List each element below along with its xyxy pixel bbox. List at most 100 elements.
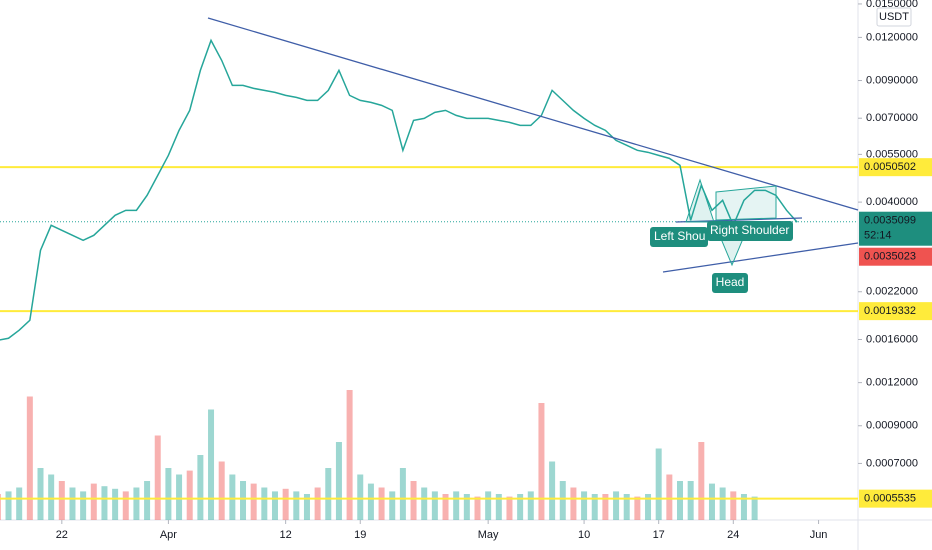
volume-bar [559,481,566,520]
volume-bar [474,496,481,520]
x-tick-label: 10 [578,529,590,541]
y-tick-label: 0.0120000 [866,31,918,43]
volume-bar [144,481,151,520]
volume-bar [549,461,556,520]
currency-box [876,7,912,27]
volume-bar [325,468,332,520]
volume-bar [335,442,342,520]
prev-close-label: 0.0035023 [864,251,916,263]
volume-bar [48,474,55,520]
annotation-box [650,227,708,247]
level-label: 0.0050502 [864,161,916,173]
left-shoulder-shape [685,178,715,223]
neckline [675,217,803,223]
volume-bar [719,487,726,520]
volume-bar [186,470,193,520]
volume-bar [101,486,108,520]
volume-bar [367,483,374,520]
volume-bar [240,481,247,520]
volume-bar [506,496,513,520]
y-tick-label: 0.0040000 [866,196,918,208]
x-tick-label: 24 [727,529,739,541]
volume-bar [346,390,353,520]
annotation-box [707,221,793,241]
volume-bar [271,491,278,520]
volume-bar [303,494,310,520]
volume-bar [5,491,12,520]
x-tick-label: 19 [354,529,366,541]
volume-bar [655,448,662,520]
y-tick-label: 0.0009000 [866,420,918,432]
volume-bar [261,487,268,520]
volume-bar [250,483,257,520]
volume-bar [740,494,747,520]
volume-bar [645,494,652,520]
volume-bar [378,487,385,520]
volume-bar [613,491,620,520]
volume-bar [453,491,460,520]
volume-bar [708,483,715,520]
volume-bar [26,396,33,520]
volume-bar [16,487,23,520]
volume-bar [122,491,129,520]
y-tick-label: 0.0055000 [866,148,918,160]
countdown: 52:14 [864,230,892,242]
level-tag [859,158,932,177]
volume-bar [80,491,87,520]
volume-bar [58,481,65,520]
price-line [0,38,798,341]
currency: USDT [879,11,909,23]
volume-bar [538,403,545,520]
annotation: Left Shou [654,229,705,243]
last-price-label: 0.0035099 [864,215,916,227]
volume-bar [570,487,577,520]
x-tick-label: May [478,529,499,541]
volume-bar [208,409,215,520]
volume-bar [176,474,183,520]
x-tick-label: 22 [56,529,68,541]
y-tick-label: 0.0007000 [866,457,918,469]
volume-bar [197,455,204,520]
volume-bar [37,468,44,520]
y-tick-label: 0.0150000 [866,0,918,10]
annotation: Right Shoulder [710,223,789,237]
volume-bar [463,494,470,520]
volume-bar [517,494,524,520]
volume-bar [357,474,364,520]
volume-bar [687,481,694,520]
level-tag [859,489,932,508]
y-tick-label: 0.0012000 [866,377,918,389]
volume-bar [293,491,300,520]
volume-bar [69,487,76,520]
volume-bar [421,487,428,520]
y-tick-label: 0.0070000 [866,112,918,124]
annotation-box [712,273,748,293]
volume-bar [389,491,396,520]
volume-bar [495,494,502,520]
volume-bar [602,494,609,520]
volume-bar [442,494,449,520]
upper-trendline [207,17,859,211]
volume-bar [431,491,438,520]
volume-bar [666,474,673,520]
volume-bar [133,487,140,520]
y-tick-label: 0.0022000 [866,286,918,298]
volume-bar [485,491,492,520]
volume-bar [0,494,1,520]
volume-bar [282,488,289,520]
volume-bar [698,442,705,520]
volume-bar [112,488,119,520]
volume-bar [165,468,172,520]
volume-bar [218,461,225,520]
volume-bar [751,496,758,520]
annotation: Head [716,275,745,289]
x-tick-label: Apr [160,529,177,541]
volume-bar [677,481,684,520]
volume-bar [399,468,406,520]
volume-bar [591,494,598,520]
volume-bar [90,483,97,520]
volume-bar [581,491,588,520]
x-tick-label: Jun [810,529,828,541]
